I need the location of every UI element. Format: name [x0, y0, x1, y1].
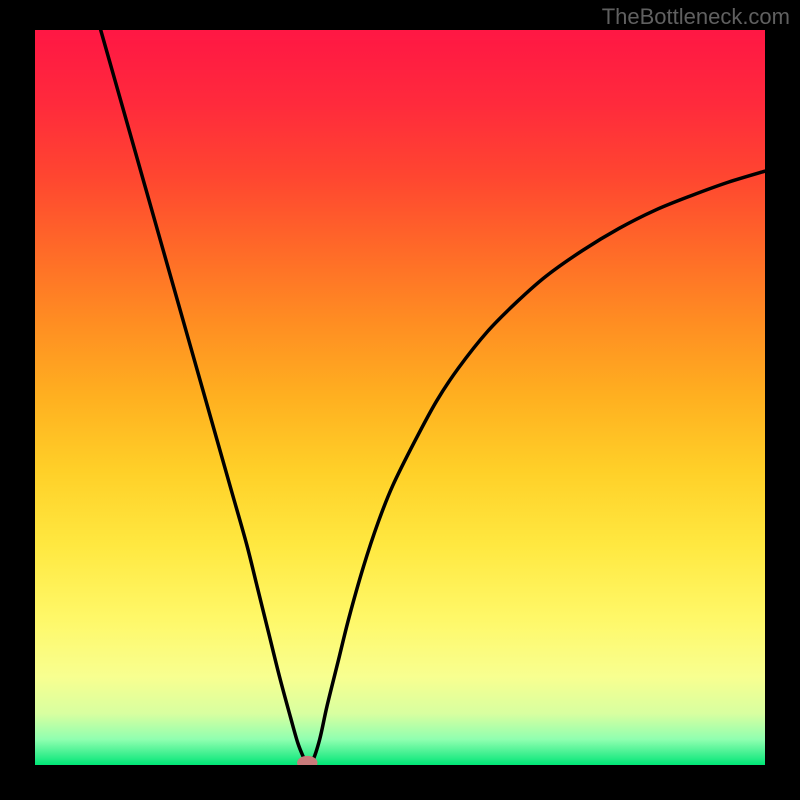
bottleneck-curve: [101, 30, 765, 765]
plot-area: [35, 30, 765, 765]
watermark-text: TheBottleneck.com: [602, 4, 790, 30]
curve-overlay: [35, 30, 765, 765]
chart-container: { "watermark": { "text": "TheBottleneck.…: [0, 0, 800, 800]
